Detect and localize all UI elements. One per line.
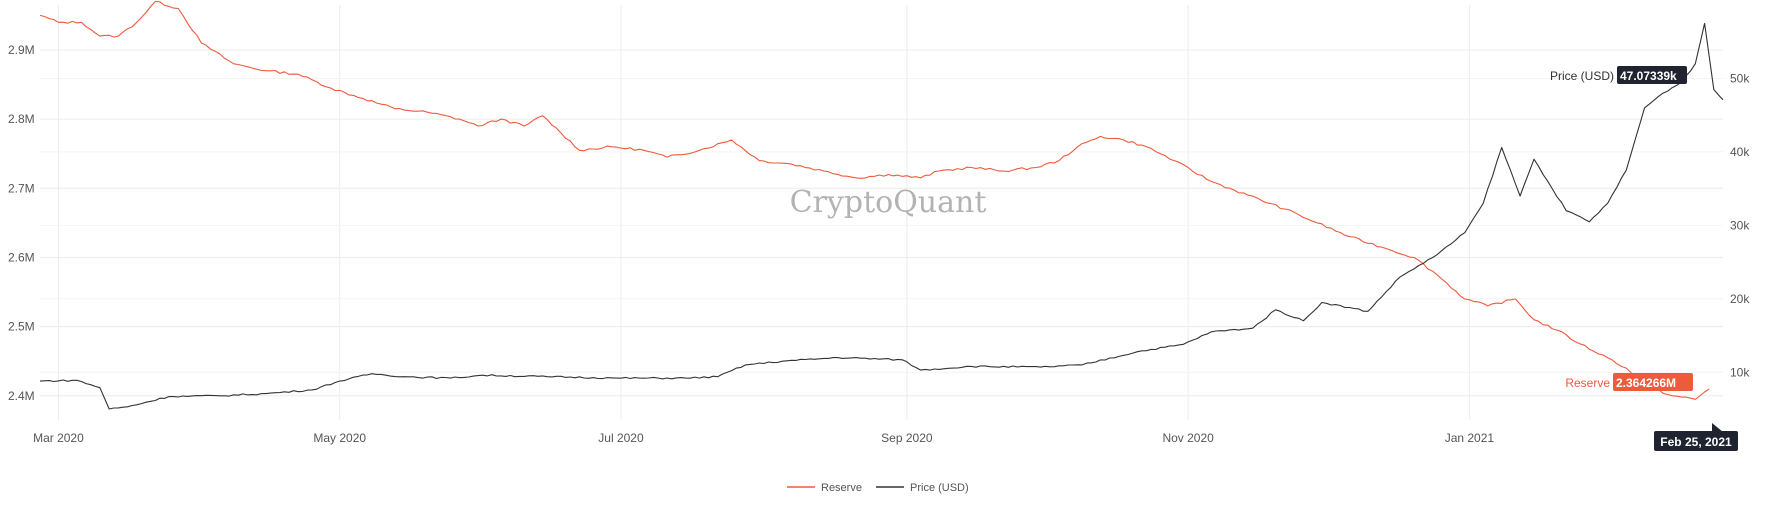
watermark-logo: CryptoQuant — [790, 185, 987, 220]
price-line — [39, 22, 1724, 410]
right-tick-label: 20k — [1730, 292, 1750, 306]
x-tick-label: Mar 2020 — [33, 431, 84, 445]
left-tick-label: 2.7M — [8, 181, 35, 195]
x-tick-label: Nov 2020 — [1162, 431, 1214, 445]
legend-item-reserve[interactable]: Reserve — [787, 482, 862, 494]
reserve-hover-value: 2.364266M — [1616, 376, 1676, 390]
price-hover-value: 47.07339k — [1620, 69, 1677, 83]
x-axis-ticks: Mar 2020 May 2020 Jul 2020 Sep 2020 Nov 2020… — [33, 431, 1494, 445]
date-hover-value: Feb 25, 2021 — [1660, 435, 1732, 449]
legend-reserve-label: Reserve — [821, 482, 862, 494]
price-hover-label: Price (USD) — [1550, 69, 1614, 83]
reserve-hover-label: Reserve — [1565, 376, 1610, 390]
legend-price-label: Price (USD) — [910, 482, 969, 494]
x-tick-label: Jul 2020 — [598, 431, 644, 445]
x-tick-label: May 2020 — [313, 431, 366, 445]
series-lines — [39, 0, 1724, 410]
right-tick-label: 50k — [1730, 71, 1750, 85]
date-hover-box — [1654, 431, 1738, 451]
grid-lines — [40, 5, 1723, 420]
left-tick-label: 2.5M — [8, 320, 35, 334]
date-hover-annotation: Feb 25, 2021 — [1654, 423, 1738, 451]
left-tick-label: 2.8M — [8, 112, 35, 126]
left-tick-label: 2.4M — [8, 389, 35, 403]
price-hover-box — [1617, 66, 1687, 84]
right-tick-label: 40k — [1730, 145, 1750, 159]
right-tick-label: 10k — [1730, 365, 1750, 379]
right-tick-label: 30k — [1730, 218, 1750, 232]
price-hover-annotation: Price (USD) 47.07339k — [1550, 66, 1687, 84]
legend: Reserve Price (USD) — [787, 482, 969, 494]
legend-item-price[interactable]: Price (USD) — [876, 482, 969, 494]
left-axis-ticks: 2.4M 2.5M 2.6M 2.7M 2.8M 2.9M — [8, 43, 35, 403]
x-tick-label: Jan 2021 — [1445, 431, 1495, 445]
reserve-line — [39, 0, 1710, 400]
left-tick-label: 2.9M — [8, 43, 35, 57]
reserve-hover-annotation: Reserve 2.364266M — [1565, 373, 1693, 391]
reserve-hover-box — [1613, 373, 1693, 391]
date-hover-pointer — [1712, 423, 1723, 432]
right-axis-ticks: 10k 20k 30k 40k 50k — [1730, 71, 1750, 379]
x-tick-label: Sep 2020 — [881, 431, 933, 445]
left-tick-label: 2.6M — [8, 250, 35, 264]
